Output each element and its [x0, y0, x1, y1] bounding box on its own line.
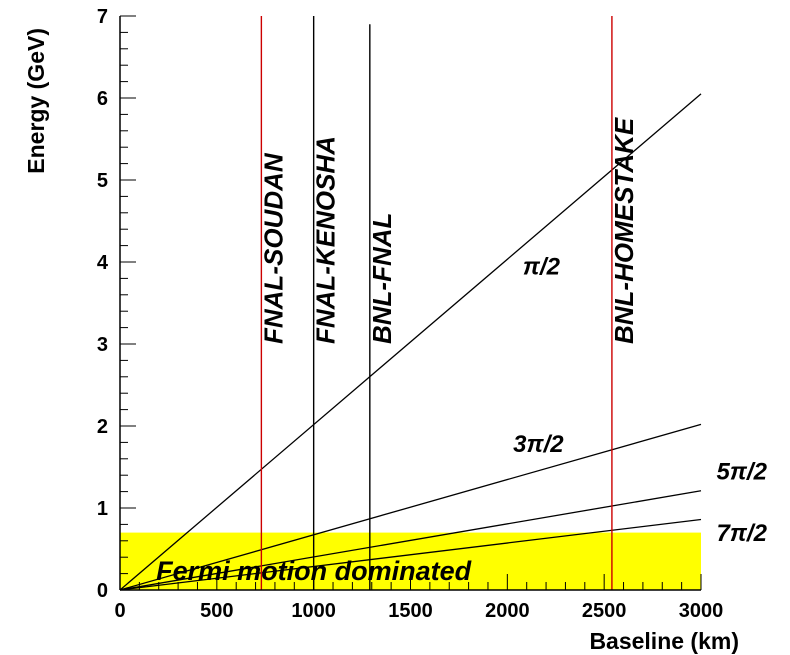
baseline-label-bnl-fnal: BNL-FNAL — [367, 213, 397, 344]
y-axis-label: Energy (GeV) — [23, 28, 49, 174]
y-tick-label: 7 — [97, 6, 108, 28]
axis-ticks — [119, 15, 702, 591]
y-tick-label: 6 — [97, 88, 108, 110]
series-layer: π/2 3π/2 5π/2 7π/2 — [119, 93, 768, 591]
series-label-3: 5π/2 — [716, 458, 767, 485]
x-tick-label: 2500 — [582, 600, 627, 622]
series-label-1: π/2 — [523, 253, 561, 280]
experiments-layer: FNAL-SOUDAN FNAL-KENOSHA BNL-FNAL BNL-HOMES… — [258, 16, 639, 590]
y-tick-label: 1 — [97, 498, 108, 520]
series-line-1 — [119, 93, 702, 591]
y-tick-label: 2 — [97, 416, 108, 438]
y-tick-label: 3 — [97, 334, 108, 356]
baseline-label-fnal-kenosha: FNAL-KENOSHA — [311, 136, 341, 344]
baseline-label-bnl-homestake: BNL-HOMESTAKE — [609, 117, 639, 344]
x-tick-label: 500 — [200, 600, 233, 622]
x-tick-label: 1500 — [388, 600, 433, 622]
series-line-2 — [119, 423, 702, 591]
y-tick-label: 4 — [97, 252, 109, 274]
baseline-label-fnal-soudan: FNAL-SOUDAN — [258, 152, 288, 344]
fermi-motion-label: Fermi motion dominated — [156, 556, 472, 586]
y-tick-label: 5 — [97, 170, 108, 192]
x-tick-label: 3000 — [679, 600, 724, 622]
tick-labels: 0 1 2 3 4 5 6 7 0 500 1000 1500 2000 2500 3000 — [97, 6, 723, 622]
x-tick-label: 1000 — [291, 600, 336, 622]
x-tick-label: 0 — [114, 600, 125, 622]
x-tick-label: 2000 — [485, 600, 530, 622]
y-tick-label: 0 — [97, 580, 108, 602]
x-axis-label: Baseline (km) — [589, 628, 739, 654]
series-label-2: 3π/2 — [513, 431, 564, 458]
series-line-3 — [119, 490, 702, 591]
series-label-4: 7π/2 — [716, 520, 767, 547]
